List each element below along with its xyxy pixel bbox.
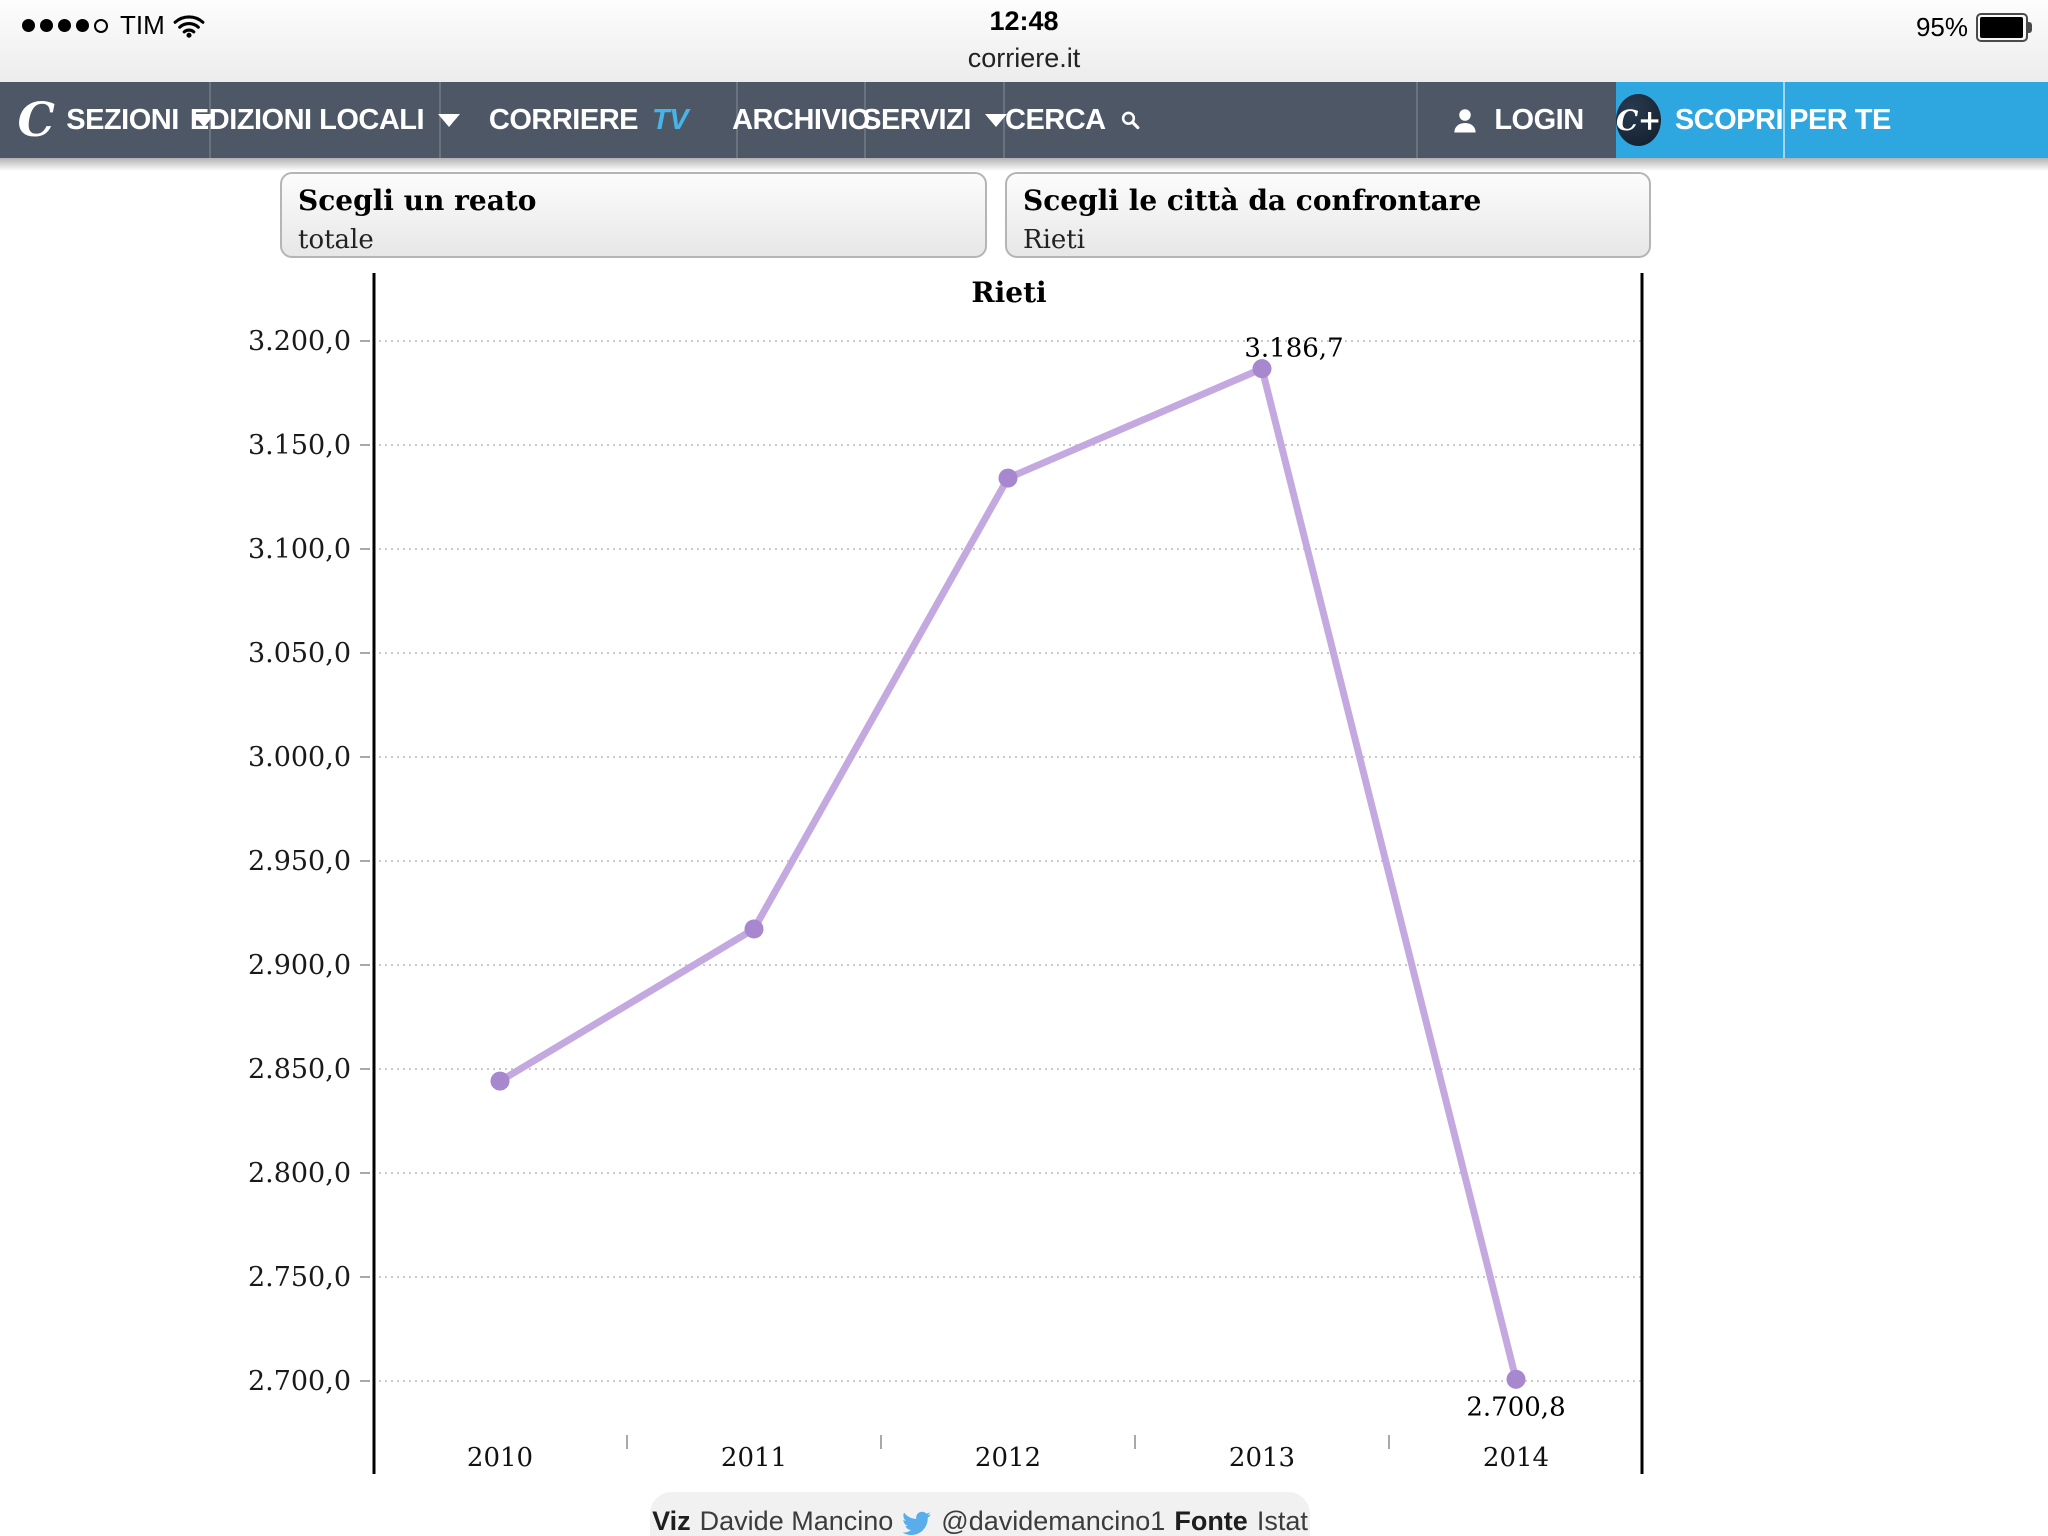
nav-item-archivio[interactable]: ARCHIVIO: [732, 82, 870, 158]
address-bar-url[interactable]: corriere.it: [967, 43, 1081, 73]
nav-label-sezioni: SEZIONI: [66, 103, 179, 136]
nav-item-sezioni[interactable]: SEZIONI: [66, 82, 215, 158]
nav-label-servizi: SERVIZI: [862, 103, 971, 136]
main-navigation: C SEZIONI EDIZIONI LOCALI CORRIERE TV ARC…: [0, 82, 2048, 158]
x-tick-label: 2011: [721, 1443, 787, 1473]
viz-label: Viz: [652, 1506, 691, 1536]
y-tick-label: 3.000,0: [248, 742, 351, 773]
battery-icon: [1976, 13, 2032, 42]
data-point[interactable]: [1252, 359, 1272, 379]
y-tick-label: 2.900,0: [248, 950, 351, 981]
corriere-logo[interactable]: C: [0, 82, 72, 158]
point-value-label: 2.700,8: [1466, 1392, 1565, 1422]
nav-label-per-te: PER TE: [1789, 103, 1891, 136]
y-tick-label: 2.800,0: [248, 1158, 351, 1189]
credit-bar: Viz Davide Mancino @davidemancino1 Fonte…: [650, 1492, 1310, 1536]
nav-item-cerca[interactable]: CERCA: [1005, 82, 1140, 158]
data-point[interactable]: [744, 919, 764, 939]
corriere-plus-icon: C+: [1616, 94, 1661, 146]
series-line: [496, 365, 1520, 1383]
twitter-icon: [902, 1511, 932, 1535]
nav-label-login: LOGIN: [1494, 103, 1584, 136]
city-select-value: Rieti: [1023, 225, 1086, 255]
y-tick-label: 2.850,0: [248, 1054, 351, 1085]
city-select-label: Scegli le città da confrontare: [1023, 184, 1482, 217]
corriere-logo-letter: C: [17, 92, 55, 148]
user-icon: [1454, 109, 1476, 133]
cellular-signal-icon: [22, 18, 108, 33]
crime-select-value: totale: [298, 225, 374, 255]
clock: 12:48: [989, 6, 1059, 36]
cplus-scopri-button[interactable]: C+ SCOPRI: [1616, 82, 1784, 158]
y-tick-label: 3.050,0: [248, 638, 351, 669]
x-tick-label: 2014: [1483, 1443, 1549, 1473]
carrier-label: TIM: [120, 10, 165, 40]
y-tick-label: 3.200,0: [248, 326, 351, 357]
y-tick-label: 2.750,0: [248, 1262, 351, 1293]
nav-label-edizioni-locali: EDIZIONI LOCALI: [189, 103, 425, 136]
x-tick-label: 2013: [1229, 1443, 1295, 1473]
nav-label-archivio: ARCHIVIO: [732, 103, 870, 136]
nav-spacer: [1140, 82, 1416, 158]
search-icon: [1121, 111, 1139, 130]
fonte-label: Fonte: [1174, 1506, 1248, 1536]
x-tick-label: 2012: [975, 1443, 1041, 1473]
y-tick-label: 3.100,0: [248, 534, 351, 565]
battery-percent: 95%: [1915, 12, 1968, 42]
nav-label-scopri: SCOPRI: [1674, 103, 1784, 136]
y-tick-label: 3.150,0: [248, 430, 351, 461]
crime-select[interactable]: Scegli un reato totale: [280, 172, 987, 258]
nav-shadow: [0, 158, 2048, 171]
twitter-handle[interactable]: @davidemancino1: [941, 1506, 1166, 1536]
x-tick-label: 2010: [467, 1443, 533, 1473]
city-select[interactable]: Scegli le città da confrontare Rieti: [1005, 172, 1651, 258]
line-chart: 3.200,0 3.150,0 3.100,0 3.050,0 3.000,0 2.950…: [248, 273, 1644, 1474]
y-tick-label: 2.950,0: [248, 846, 351, 877]
chevron-down-icon: [192, 113, 215, 127]
data-point[interactable]: [998, 468, 1018, 488]
data-point[interactable]: [490, 1071, 510, 1091]
data-point[interactable]: [1506, 1369, 1526, 1389]
chevron-down-icon: [438, 113, 461, 127]
chevron-down-icon: [984, 113, 1007, 127]
fonte-source: Istat: [1256, 1506, 1308, 1536]
nav-label-cerca: CERCA: [1005, 103, 1106, 136]
crime-select-label: Scegli un reato: [298, 184, 537, 217]
chart-title: Rieti: [971, 276, 1047, 309]
nav-item-edizioni-locali[interactable]: EDIZIONI LOCALI: [190, 82, 461, 158]
wifi-icon: [173, 15, 205, 38]
y-tick-label: 2.700,0: [248, 1366, 351, 1397]
login-button[interactable]: LOGIN: [1416, 82, 1616, 158]
viz-author: Davide Mancino: [699, 1506, 894, 1536]
nav-item-corriere-tv[interactable]: CORRIERE TV: [441, 82, 738, 158]
per-te-button[interactable]: PER TE: [1783, 82, 1895, 158]
nav-blue-filler: [1895, 82, 2048, 158]
nav-label-corriere: CORRIERE: [488, 103, 639, 136]
status-bar: TIM 12:48 corriere.it 95%: [0, 0, 2048, 82]
nav-label-tv: TV: [652, 103, 689, 136]
point-value-label: 3.186,7: [1244, 334, 1343, 364]
nav-item-servizi[interactable]: SERVIZI: [862, 82, 1007, 158]
